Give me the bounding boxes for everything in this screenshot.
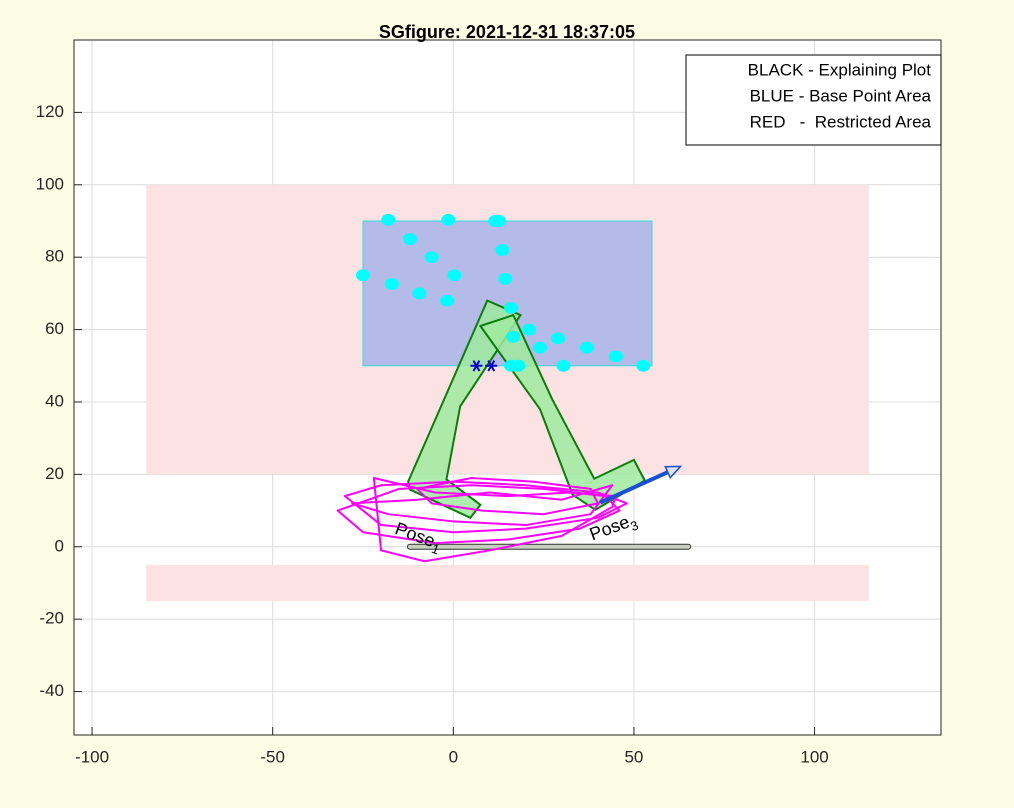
trajectory — [372, 476, 617, 563]
point — [447, 269, 462, 282]
point — [495, 243, 510, 256]
point — [356, 269, 370, 282]
point — [441, 213, 456, 226]
legend: BLACK - Explaining Plot BLUE - Base Point… — [685, 54, 942, 146]
area — [146, 564, 869, 602]
star-marker — [470, 360, 483, 372]
y-tick-label: 60 — [45, 319, 64, 338]
point — [504, 301, 519, 314]
trajectory — [416, 476, 599, 516]
point — [506, 330, 521, 343]
annotation-subscript: 3 — [629, 518, 641, 535]
trajectory — [336, 484, 621, 545]
point — [498, 272, 513, 285]
point — [440, 294, 455, 307]
annotation-subscript: 1 — [429, 541, 441, 558]
point — [533, 341, 548, 354]
legend-box — [685, 54, 942, 146]
point — [412, 287, 427, 300]
point — [551, 332, 566, 345]
point — [636, 359, 651, 372]
ticks: -100 -50 0 50 100 -40 -20 0 20 40 60 80 100 120 — [36, 102, 829, 767]
x-tick-label: -50 — [260, 747, 285, 766]
y-tick-label: 0 — [55, 536, 64, 555]
x-tick-label: 50 — [624, 747, 643, 766]
chart-title: SGfigure: 2021-12-31 18:37:05 — [379, 22, 635, 42]
y-tick-label: 100 — [36, 174, 64, 193]
arrow-head — [664, 465, 683, 479]
x-tick-label: -100 — [75, 747, 109, 766]
point — [556, 359, 571, 372]
y-tick-label: -40 — [39, 681, 64, 700]
legend-entry: BLUE - Base Point Area — [750, 86, 932, 105]
point — [384, 277, 399, 290]
legend-entry: BLACK - Explaining Plot — [748, 60, 932, 79]
star-marker — [485, 360, 498, 372]
point — [608, 350, 623, 363]
trajectory — [343, 480, 628, 534]
point — [381, 213, 396, 226]
point — [522, 323, 537, 336]
point — [579, 341, 594, 354]
y-tick-label: 40 — [45, 391, 64, 410]
point — [511, 359, 526, 372]
y-tick-label: 20 — [45, 464, 64, 483]
arrow-shaft — [599, 470, 669, 505]
axes-frame — [73, 39, 942, 736]
x-tick-label: 100 — [800, 747, 828, 766]
x-tick-label: 0 — [449, 747, 458, 766]
y-tick-label: 120 — [36, 102, 64, 121]
point — [424, 251, 439, 264]
y-tick-label: 80 — [45, 247, 64, 266]
y-tick-label: -20 — [39, 609, 64, 628]
legend-entry: RED - Restricted Area — [750, 112, 932, 131]
trajectory — [351, 484, 614, 527]
point — [492, 214, 507, 227]
point — [402, 233, 417, 246]
